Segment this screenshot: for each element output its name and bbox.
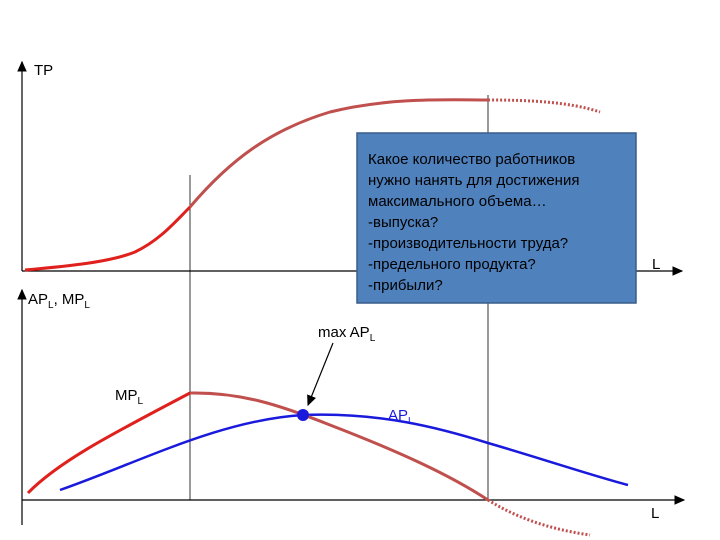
- question-box: [356, 132, 637, 304]
- tp-curve: [188, 98, 489, 208]
- label-sub: L: [48, 300, 54, 311]
- x-label: L: [652, 256, 660, 273]
- y-label: TP: [34, 62, 53, 79]
- y-label: APL, MPL: [28, 291, 90, 311]
- label-part: , MP: [54, 291, 85, 308]
- tp-curve-dotted: [487, 98, 601, 114]
- label-sub: L: [408, 416, 414, 427]
- tp-curve: [24, 205, 192, 272]
- question-line: Какое количество работников: [368, 151, 575, 168]
- ap-curve: [59, 413, 629, 492]
- question-line: -выпуска?: [368, 214, 438, 231]
- question-line: -производительности труда?: [368, 235, 568, 252]
- label-part: AP: [28, 291, 48, 308]
- max-ap-point: [297, 409, 309, 421]
- question-line: максимального объема…: [368, 193, 547, 210]
- mp-label: MPL: [115, 387, 144, 407]
- annotation: max APL: [318, 324, 376, 344]
- label-part: MP: [115, 387, 138, 404]
- label-sub: L: [84, 300, 90, 311]
- label-sub: L: [138, 396, 144, 407]
- annotation-arrow: [307, 342, 334, 407]
- label-part: max AP: [318, 324, 370, 341]
- ap-label: APL: [388, 407, 414, 427]
- question-line: -прибыли?: [368, 277, 443, 294]
- mp-curve: [189, 391, 489, 502]
- question-line: -предельного продукта?: [368, 256, 536, 273]
- question-line: нужно нанять для достижения: [368, 172, 579, 189]
- question-lines: Какое количество работников нужно нанять …: [368, 151, 579, 294]
- label-sub: L: [370, 333, 376, 344]
- mp-curve-dotted: [487, 498, 591, 537]
- label-part: AP: [388, 407, 408, 424]
- x-label: L: [651, 505, 659, 522]
- mp-curve: [26, 391, 191, 495]
